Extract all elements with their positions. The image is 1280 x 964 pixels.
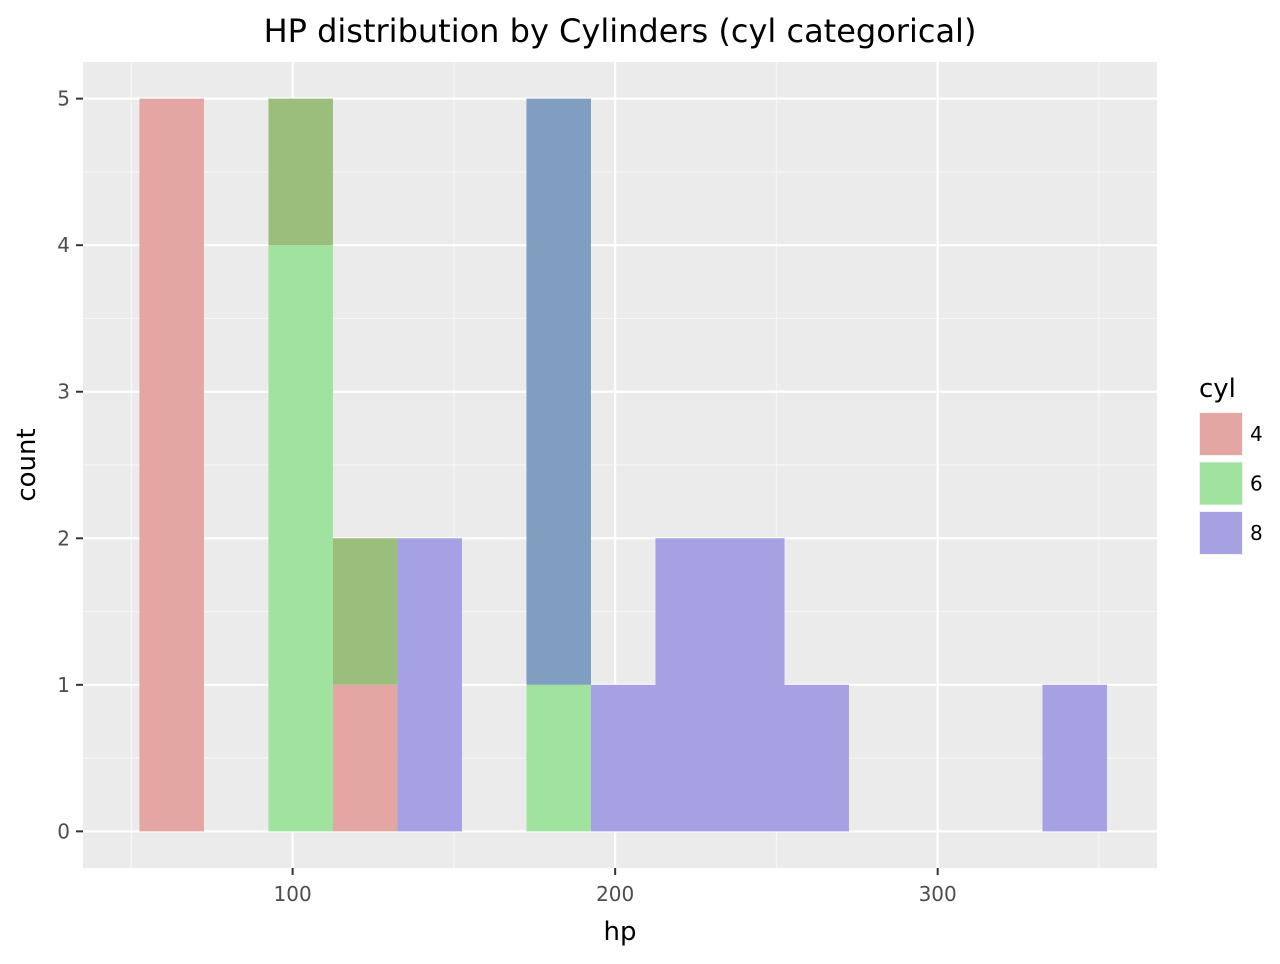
bars (139, 98, 1108, 832)
legend: cyl 4 6 8 (1199, 374, 1263, 555)
legend-label-6: 6 (1250, 472, 1263, 496)
legend-label-4: 4 (1250, 422, 1263, 446)
legend-swatch-4 (1200, 413, 1242, 455)
bar-cyl-6 (332, 538, 398, 685)
y-tick-label: 2 (57, 526, 70, 550)
bar-cyl-8 (526, 98, 591, 685)
y-tick-label: 3 (57, 380, 70, 404)
legend-swatch-6 (1200, 462, 1242, 505)
y-tick-label: 0 (57, 819, 70, 843)
y-tick-label: 4 (57, 233, 70, 257)
bar-cyl-8 (1042, 684, 1108, 832)
bar-cyl-6 (526, 684, 591, 832)
bar-cyl-8 (655, 538, 720, 832)
chart-title: HP distribution by Cylinders (cyl catego… (264, 12, 977, 50)
bar-cyl-8 (590, 684, 656, 832)
x-tick-label: 100 (274, 882, 312, 906)
y-tick-label: 5 (57, 87, 70, 111)
bar-cyl-4 (332, 684, 398, 832)
x-axis-title: hp (604, 917, 637, 947)
axes: 100 200 300 0 1 2 3 4 5 (57, 87, 957, 906)
y-tick-label: 1 (57, 673, 70, 697)
x-tick-label: 300 (919, 882, 957, 906)
legend-swatch-8 (1200, 512, 1242, 554)
bar-cyl-4 (139, 98, 204, 832)
bar-cyl-8 (397, 538, 462, 832)
bar-cyl-8 (784, 684, 849, 832)
bar-cyl-4 (268, 98, 333, 246)
x-tick-label: 200 (596, 882, 634, 906)
bar-cyl-8 (719, 538, 785, 832)
y-axis-title: count (12, 428, 42, 501)
legend-title: cyl (1199, 374, 1236, 404)
legend-label-8: 8 (1250, 521, 1263, 545)
bar-cyl-6 (268, 245, 333, 832)
